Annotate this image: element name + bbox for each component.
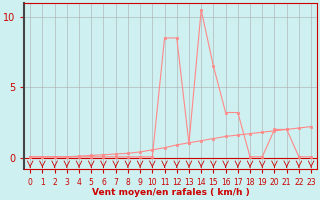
X-axis label: Vent moyen/en rafales ( km/h ): Vent moyen/en rafales ( km/h ) <box>92 188 250 197</box>
